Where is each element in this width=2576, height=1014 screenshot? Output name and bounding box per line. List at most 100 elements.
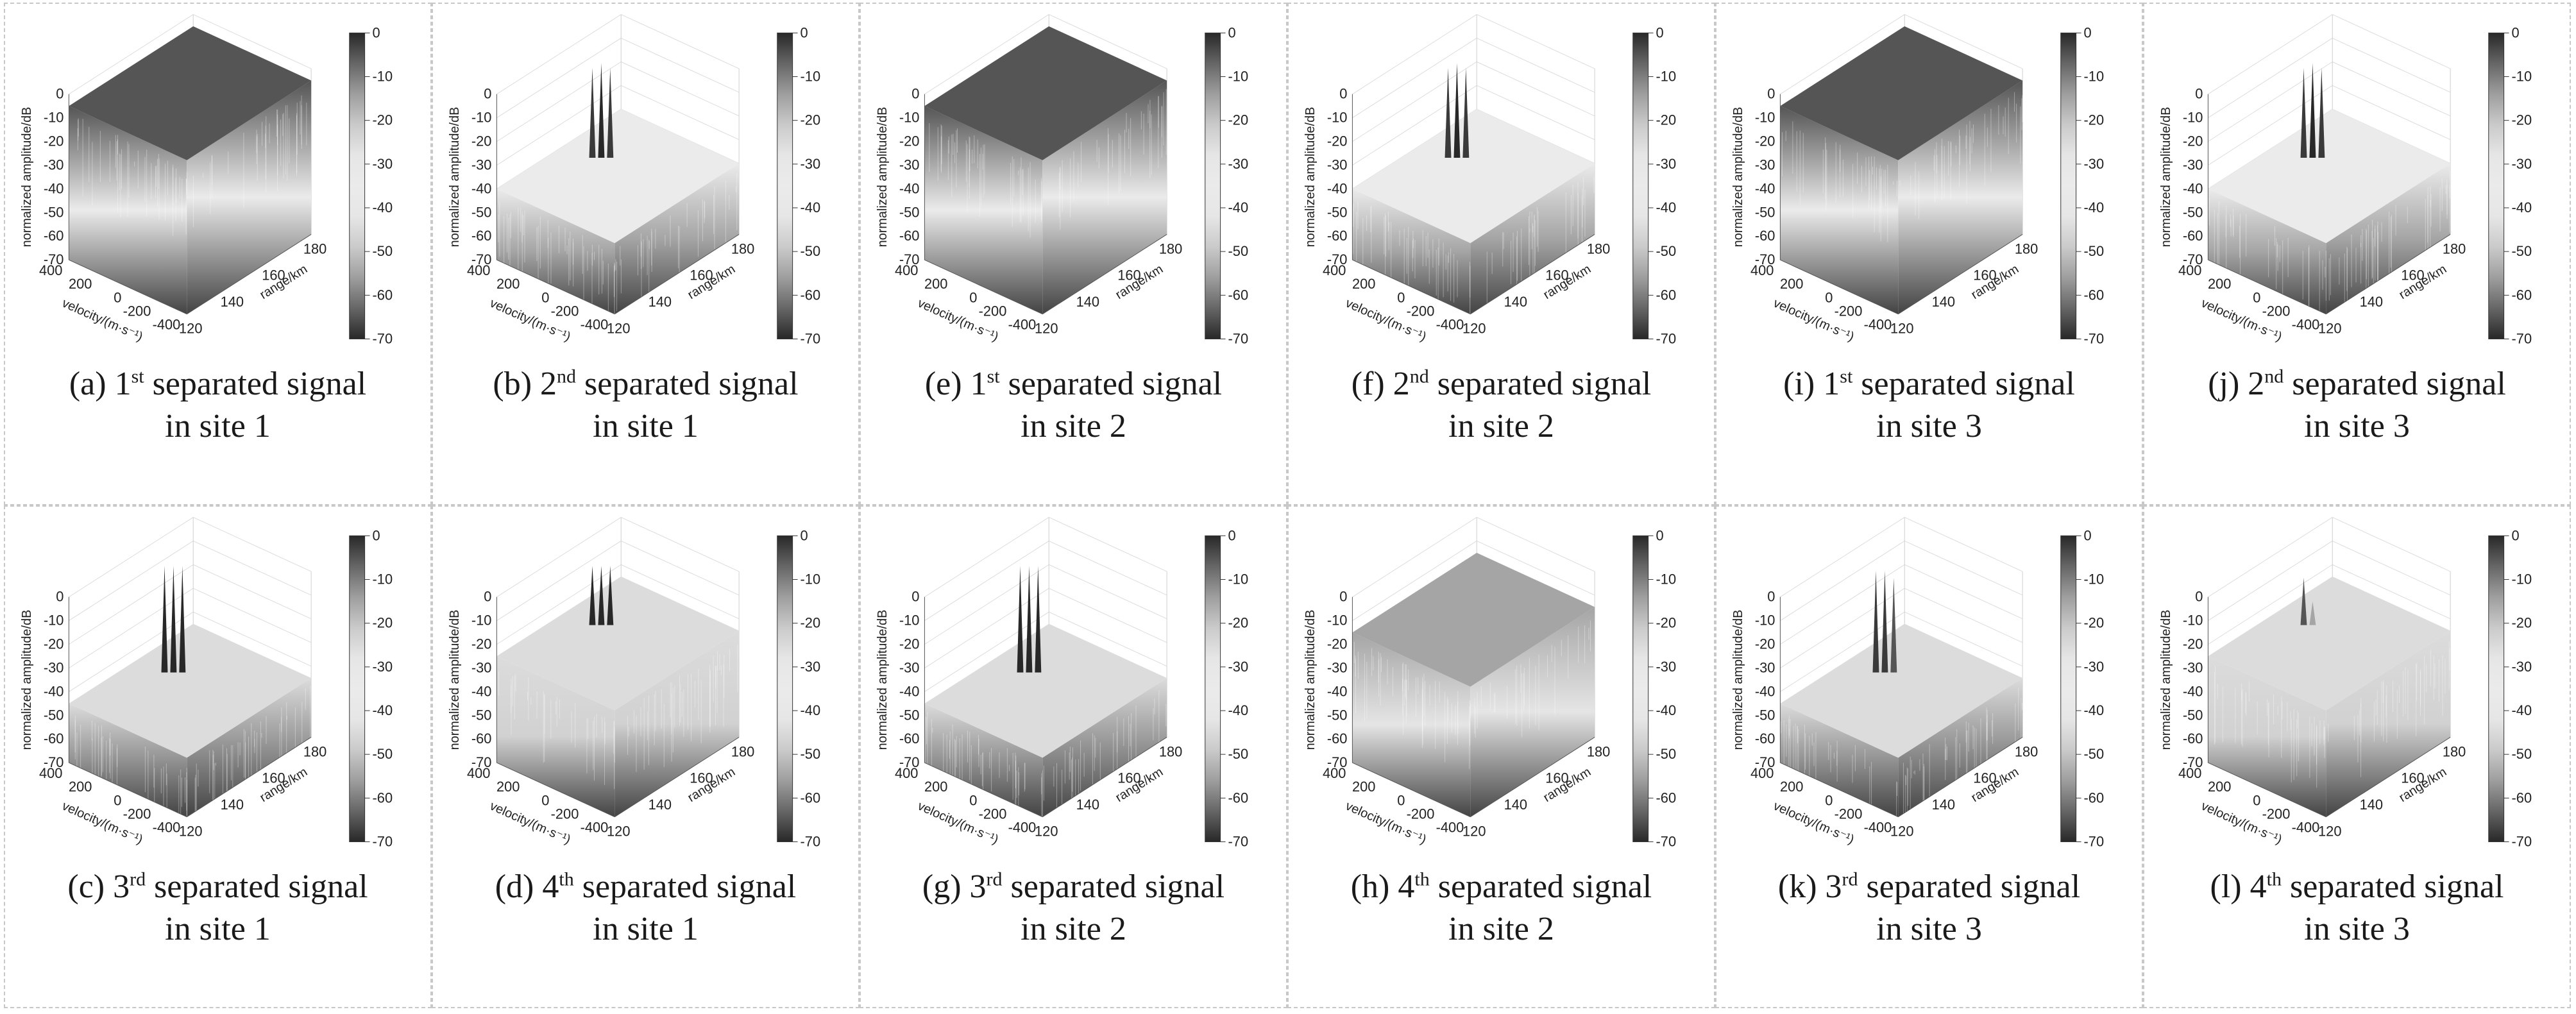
z-tick-label: -40 <box>1755 683 1775 699</box>
range-tick-label: 160 <box>1117 267 1140 283</box>
colorbar-tick-label: -50 <box>2084 746 2105 762</box>
range-tick-label: 140 <box>1076 797 1099 813</box>
z-tick-label: -30 <box>1755 156 1775 173</box>
range-axis: 120 140 160 180 <box>1035 737 1182 840</box>
colorbar-tick-label: -70 <box>1656 330 1677 346</box>
range-tick-label: 120 <box>2318 824 2341 840</box>
colorbar-tick-label: -30 <box>2084 659 2105 675</box>
z-tick-label: 0 <box>911 589 919 605</box>
velocity-tick-label: -400 <box>153 317 181 333</box>
z-tick-label: -40 <box>1327 180 1348 196</box>
caption-label: (g) <box>922 868 962 905</box>
z-axis: 0 -10 -20 -30 -40 -50 -60 -70 <box>44 589 69 770</box>
velocity-tick-label: -200 <box>979 303 1007 319</box>
surface-left-face <box>1352 632 1471 817</box>
surface-left-face <box>924 703 1043 817</box>
velocity-tick-label: 0 <box>114 792 121 808</box>
range-tick-label: 120 <box>1035 321 1058 337</box>
z-tick-label: 0 <box>1339 86 1347 102</box>
caption-label: (d) <box>495 868 534 905</box>
colorbar-tick-label: -20 <box>373 112 393 128</box>
range-tick-label: 180 <box>2443 743 2466 759</box>
range-axis: 120 140 160 180 <box>607 234 754 337</box>
signal-peak <box>1890 577 1897 673</box>
z-tick-label: -10 <box>1327 110 1348 126</box>
z-tick-label: -60 <box>2183 731 2203 747</box>
colorbar-tick-label: -10 <box>2512 68 2532 84</box>
range-tick-label: 140 <box>648 294 672 310</box>
colorbar-tick-label: -20 <box>801 615 821 631</box>
surface-right-face <box>187 678 312 817</box>
colorbar-tick-label: -30 <box>1656 659 1677 675</box>
caption-line-1: (l) 4th separated signal <box>2144 866 2570 908</box>
range-tick-label: 180 <box>303 241 326 257</box>
surface-plot: 0 -10 -20 -30 -40 -50 -60 -70 normalized amplitu… <box>1303 517 1677 849</box>
z-axis-label: normalized amplitude/dB <box>1731 610 1745 750</box>
colorbar-tick-label: -20 <box>2084 615 2105 631</box>
velocity-tick-label: -400 <box>1008 820 1037 836</box>
caption-line-2: in site 3 <box>1876 408 1982 444</box>
z-axis-label: normalized amplitude/dB <box>2159 610 2173 750</box>
range-tick-label: 120 <box>1890 321 1913 337</box>
caption-ordinal: 3 <box>969 868 987 905</box>
velocity-tick-label: 400 <box>2178 262 2201 278</box>
signal-peak <box>1453 63 1461 158</box>
subplot-caption: (a) 1st separated signal in site 1 <box>5 363 430 448</box>
colorbar: 0 -10 -20 -30 -40 -50 -60 -70 <box>777 24 820 346</box>
colorbar-tick-label: -60 <box>2084 287 2105 303</box>
caption-text: separated signal <box>1437 366 1652 402</box>
z-axis-label: normalized amplitude/dB <box>1731 107 1745 248</box>
colorbar-tick-label: -50 <box>801 243 821 259</box>
z-tick-label: -40 <box>2183 683 2203 699</box>
caption-text: separated signal <box>1866 868 2081 905</box>
z-axis: 0 -10 -20 -30 -40 -50 -60 -70 <box>2183 589 2208 770</box>
caption-ordinal: 4 <box>1398 868 1415 905</box>
surface-plot: 0 -10 -20 -30 -40 -50 -60 -70 normalized amplitu… <box>20 517 393 849</box>
z-tick-label: 0 <box>484 86 491 102</box>
velocity-tick-label: 400 <box>467 765 490 781</box>
z-axis-label: normalized amplitude/dB <box>1303 610 1318 750</box>
caption-line-1: (j) 2nd separated signal <box>2144 363 2570 405</box>
colorbar-tick-label: -40 <box>1228 702 1249 718</box>
caption-line-1: (a) 1st separated signal <box>5 363 430 405</box>
range-axis: 120 140 160 180 <box>179 234 326 337</box>
z-axis: 0 -10 -20 -30 -40 -50 -60 -70 <box>44 86 69 267</box>
caption-line-1: (f) 2nd separated signal <box>1289 363 1714 405</box>
signal-peak <box>2318 67 2325 158</box>
colorbar-tick-label: -10 <box>801 68 821 84</box>
colorbar-tick-label: -70 <box>373 330 393 346</box>
velocity-tick-label: 400 <box>2178 765 2201 781</box>
colorbar-tick-label: -30 <box>1656 156 1677 172</box>
subplot-j: 0 -10 -20 -30 -40 -50 -60 -70 normalized amplitu… <box>2143 3 2571 505</box>
colorbar-tick-label: -10 <box>1656 571 1677 587</box>
colorbar-tick-label: 0 <box>1656 24 1664 40</box>
subplot-k: 0 -10 -20 -30 -40 -50 -60 -70 normalized amplitu… <box>1715 505 2143 1008</box>
surface-left-face <box>924 106 1043 314</box>
z-tick-label: -10 <box>2183 110 2203 126</box>
velocity-axis: 400 200 0-200-400 <box>1750 259 1899 333</box>
noise-spikes <box>2208 171 2451 328</box>
colorbar-tick-label: -10 <box>1656 68 1677 84</box>
surface-left-face <box>69 106 187 314</box>
signal-peak <box>598 63 605 158</box>
range-tick-label: 120 <box>607 321 630 337</box>
range-tick-label: 160 <box>690 770 713 786</box>
range-tick-label: 160 <box>262 267 285 283</box>
colorbar-tick-label: -60 <box>801 790 821 806</box>
surface-plot: 0 -10 -20 -30 -40 -50 -60 -70 normalized amplitu… <box>876 14 1249 346</box>
z-tick-label: -20 <box>899 133 920 149</box>
noise-spikes <box>924 89 1167 238</box>
range-tick-label: 160 <box>2401 267 2424 283</box>
caption-ordinal: 4 <box>2250 868 2267 905</box>
z-tick-label: -30 <box>1327 156 1348 173</box>
signal-peak <box>2309 601 2316 625</box>
velocity-tick-label: 0 <box>541 289 549 305</box>
colorbar-tick-label: -60 <box>2512 790 2532 806</box>
caption-ordinal: 1 <box>970 366 987 402</box>
range-tick-label: 160 <box>1973 770 1996 786</box>
colorbar-tick-label: -30 <box>1228 156 1249 172</box>
caption-line-1: (k) 3rd separated signal <box>1716 866 2142 908</box>
velocity-tick-label: 400 <box>895 765 918 781</box>
velocity-tick-label: -200 <box>2262 303 2291 319</box>
range-tick-label: 120 <box>2318 321 2341 337</box>
